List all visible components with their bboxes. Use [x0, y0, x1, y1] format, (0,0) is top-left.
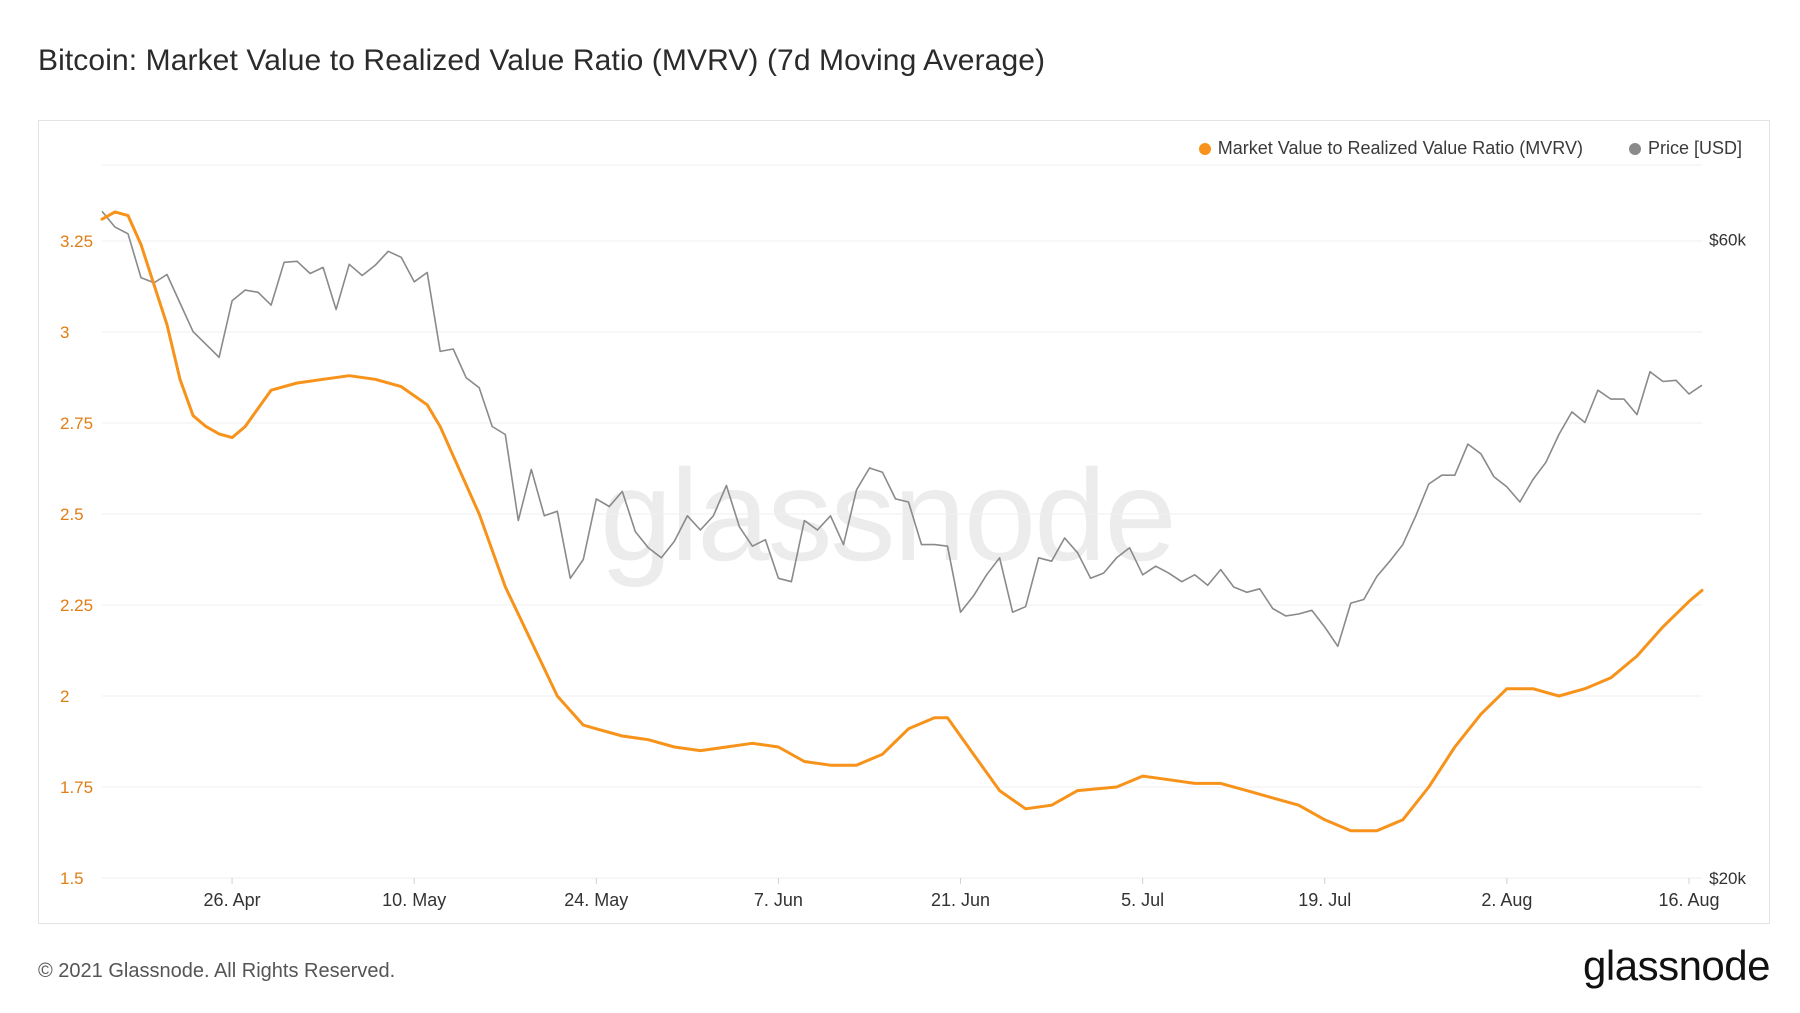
chart-plot[interactable]: 1.5 1.75 2 2.25 2.5 2.75 3 3.25 $20k $60k 26. Apr 1… [0, 0, 1800, 940]
x-axis-tick-label: 5. Jul [1121, 890, 1164, 910]
mvrv-series-line [100, 210, 1704, 833]
left-axis-tick-label: 3.25 [60, 232, 93, 251]
copyright-text: © 2021 Glassnode. All Rights Reserved. [38, 960, 396, 982]
legend-label-mvrv: Market Value to Realized Value Ratio (MV… [1217, 138, 1583, 158]
price-series-line [101, 210, 1703, 648]
x-axis-tick-label: 21. Jun [931, 890, 990, 910]
legend-dot-price [1628, 142, 1641, 155]
left-axis-tick-label: 2.75 [60, 414, 93, 433]
x-axis-tick-label: 16. Aug [1658, 890, 1719, 910]
legend: Market Value to Realized Value Ratio (MV… [1198, 138, 1742, 159]
chart-container [38, 120, 1770, 924]
legend-label-price: Price [USD] [1647, 138, 1742, 158]
left-axis-tick-label: 3 [60, 323, 69, 342]
x-axis-tick-label: 24. May [564, 890, 628, 910]
right-axis-tick-label: $20k [1709, 869, 1746, 888]
right-axis-tick-label: $60k [1709, 231, 1746, 250]
legend-dot-mvrv [1198, 142, 1211, 155]
left-axis-tick-label: 1.5 [60, 869, 84, 888]
left-axis-tick-label: 1.75 [60, 778, 93, 797]
left-axis-tick-label: 2.5 [60, 505, 84, 524]
left-axis-tick-label: 2 [60, 687, 69, 706]
x-axis-tick-label: 2. Aug [1481, 890, 1532, 910]
x-axis-tick-label: 10. May [382, 890, 446, 910]
chart-title: Bitcoin: Market Value to Realized Value … [38, 44, 1046, 77]
legend-item-mvrv[interactable]: Market Value to Realized Value Ratio (MV… [1198, 138, 1583, 159]
x-axis-tick-label: 26. Apr [204, 890, 261, 910]
x-axis-tick-label: 19. Jul [1298, 890, 1351, 910]
glassnode-logo[interactable]: glassnode [1583, 942, 1770, 989]
left-axis-tick-label: 2.25 [60, 596, 93, 615]
legend-item-price[interactable]: Price [USD] [1628, 138, 1742, 159]
x-axis-tick-label: 7. Jun [754, 890, 803, 910]
